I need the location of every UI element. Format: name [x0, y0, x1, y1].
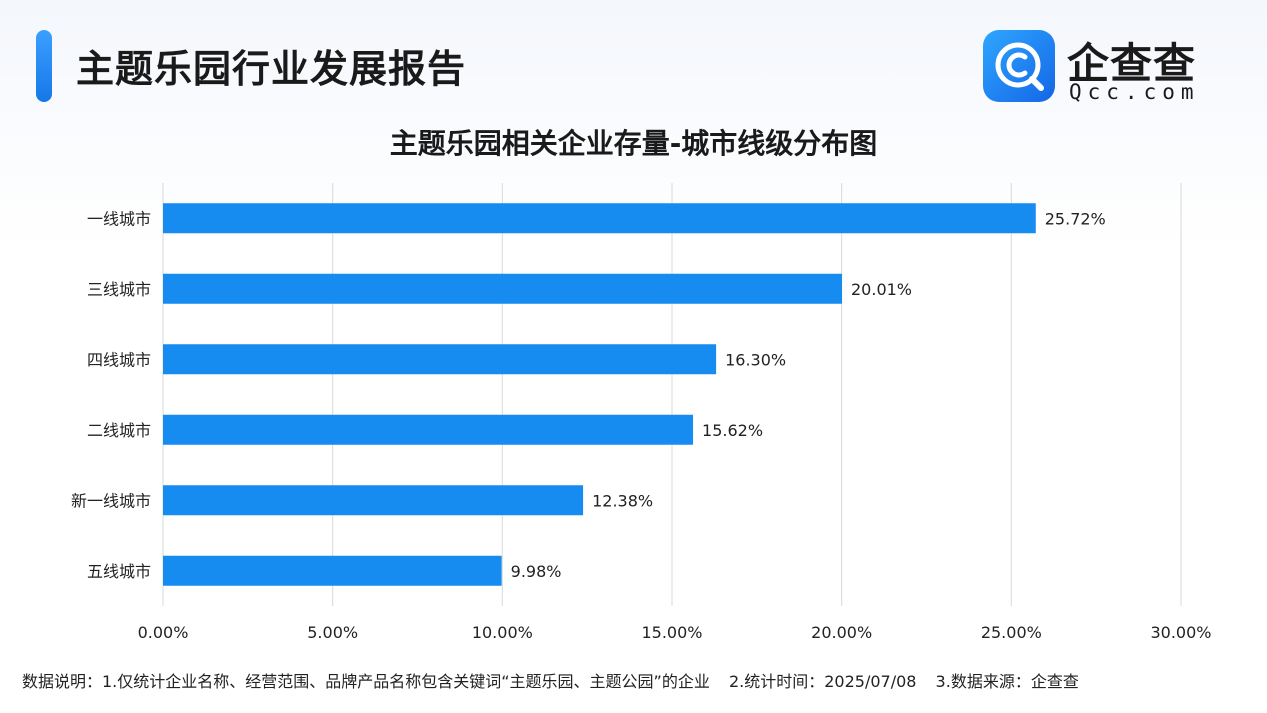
- bar: [163, 485, 584, 516]
- labels: 0.00% 5.00% 10.00% 15.00% 20.00% 25.00% 30.00%…: [71, 209, 1212, 642]
- x-tick-label: 20.00%: [811, 623, 872, 642]
- bar: [163, 414, 694, 445]
- bar: [163, 203, 1036, 234]
- x-tick-label: 25.00%: [981, 623, 1042, 642]
- footnote-data-note: 数据说明：1.仅统计企业名称、经营范围、品牌产品名称包含关键词“主题乐园、主题公…: [22, 672, 710, 691]
- bar: [163, 344, 717, 375]
- logo-name: 企查查: [1067, 39, 1197, 88]
- bar: [163, 273, 843, 304]
- x-tick-label: 30.00%: [1150, 623, 1211, 642]
- footnote-stat-time: 2.统计时间：2025/07/08: [728, 672, 917, 691]
- report-title: 主题乐园行业发展报告: [76, 47, 467, 91]
- x-tick-label: 0.00%: [138, 623, 189, 642]
- value-label: 20.01%: [851, 280, 912, 299]
- value-label: 12.38%: [592, 491, 653, 510]
- value-label: 9.98%: [511, 562, 562, 581]
- x-tick-label: 5.00%: [307, 623, 358, 642]
- category-label: 新一线城市: [71, 491, 151, 510]
- header-accent-bar: [36, 30, 52, 102]
- value-label: 16.30%: [725, 350, 786, 369]
- category-label: 一线城市: [87, 209, 151, 228]
- bar-chart: 0.00% 5.00% 10.00% 15.00% 20.00% 25.00% 30.00%…: [71, 183, 1212, 642]
- chart-title: 主题乐园相关企业存量-城市线级分布图: [389, 127, 878, 160]
- bars: [163, 203, 1036, 586]
- logo-domain: Qcc.com: [1069, 80, 1200, 104]
- category-label: 二线城市: [87, 421, 151, 440]
- category-label: 四线城市: [87, 350, 151, 369]
- value-label: 15.62%: [702, 421, 763, 440]
- footnote-source: 3.数据来源：企查查: [935, 672, 1079, 691]
- qcc-logo-icon: [983, 30, 1055, 102]
- x-tick-label: 10.00%: [472, 623, 533, 642]
- footnote: 数据说明：1.仅统计企业名称、经营范围、品牌产品名称包含关键词“主题乐园、主题公…: [22, 668, 1093, 692]
- category-label: 三线城市: [87, 280, 151, 299]
- x-tick-label: 15.00%: [641, 623, 702, 642]
- logo: 企查查 Qcc.com: [983, 30, 1223, 104]
- value-label: 25.72%: [1045, 209, 1106, 228]
- bar: [163, 555, 502, 586]
- category-label: 五线城市: [87, 562, 151, 581]
- grid-lines: [162, 183, 1182, 606]
